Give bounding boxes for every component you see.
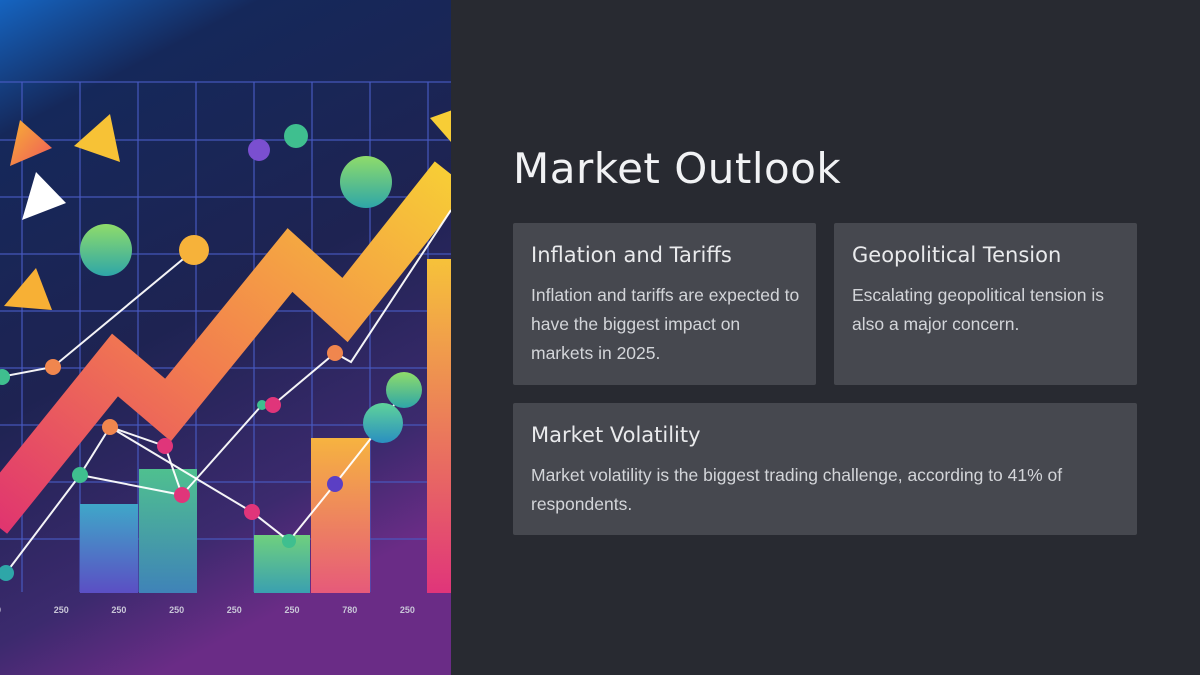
decor-circle <box>363 403 403 443</box>
axis-labels: 0 250 250 250 250 250 780 250 <box>0 605 415 615</box>
decor-triangle <box>22 172 66 220</box>
card-geopolitical-tension: Geopolitical Tension Escalating geopolit… <box>834 223 1137 385</box>
bar <box>311 438 370 593</box>
data-line <box>5 425 184 574</box>
decor-circle <box>248 139 270 161</box>
arrow-head-icon <box>430 110 451 142</box>
decor-triangle <box>4 268 52 310</box>
axis-tick-label: 250 <box>111 605 126 615</box>
decor-circle <box>340 156 392 208</box>
axis-tick-label: 780 <box>342 605 357 615</box>
decor-circle <box>80 224 132 276</box>
card-title: Inflation and Tariffs <box>531 243 732 267</box>
content-panel: Market Outlook Inflation and Tariffs Inf… <box>451 0 1200 675</box>
decor-circle <box>386 372 422 408</box>
card-inflation-tariffs: Inflation and Tariffs Inflation and tari… <box>513 223 816 385</box>
bar <box>427 259 451 593</box>
trend-arrow <box>0 161 451 534</box>
card-body: Escalating geopolitical tension is also … <box>852 285 1104 334</box>
bar <box>80 504 138 593</box>
page-title: Market Outlook <box>513 144 842 193</box>
card-body: Market volatility is the biggest trading… <box>531 465 1063 514</box>
decor-circle <box>284 124 308 148</box>
axis-tick-label: 250 <box>169 605 184 615</box>
bar <box>254 535 310 593</box>
axis-tick-label: 250 <box>285 605 300 615</box>
data-points <box>0 235 343 581</box>
decor-triangle <box>10 120 52 166</box>
card-title: Geopolitical Tension <box>852 243 1062 267</box>
axis-tick-label: 250 <box>227 605 242 615</box>
chart-illustration: 0 250 250 250 250 250 780 250 <box>0 0 451 675</box>
axis-tick-label: 250 <box>54 605 69 615</box>
data-line <box>181 209 451 496</box>
card-market-volatility: Market Volatility Market volatility is t… <box>513 403 1137 535</box>
axis-tick-label: 250 <box>400 605 415 615</box>
card-body: Inflation and tariffs are expected to ha… <box>531 285 800 363</box>
decor-triangle <box>74 114 120 162</box>
axis-tick-label: 0 <box>0 605 1 615</box>
card-title: Market Volatility <box>531 423 701 447</box>
